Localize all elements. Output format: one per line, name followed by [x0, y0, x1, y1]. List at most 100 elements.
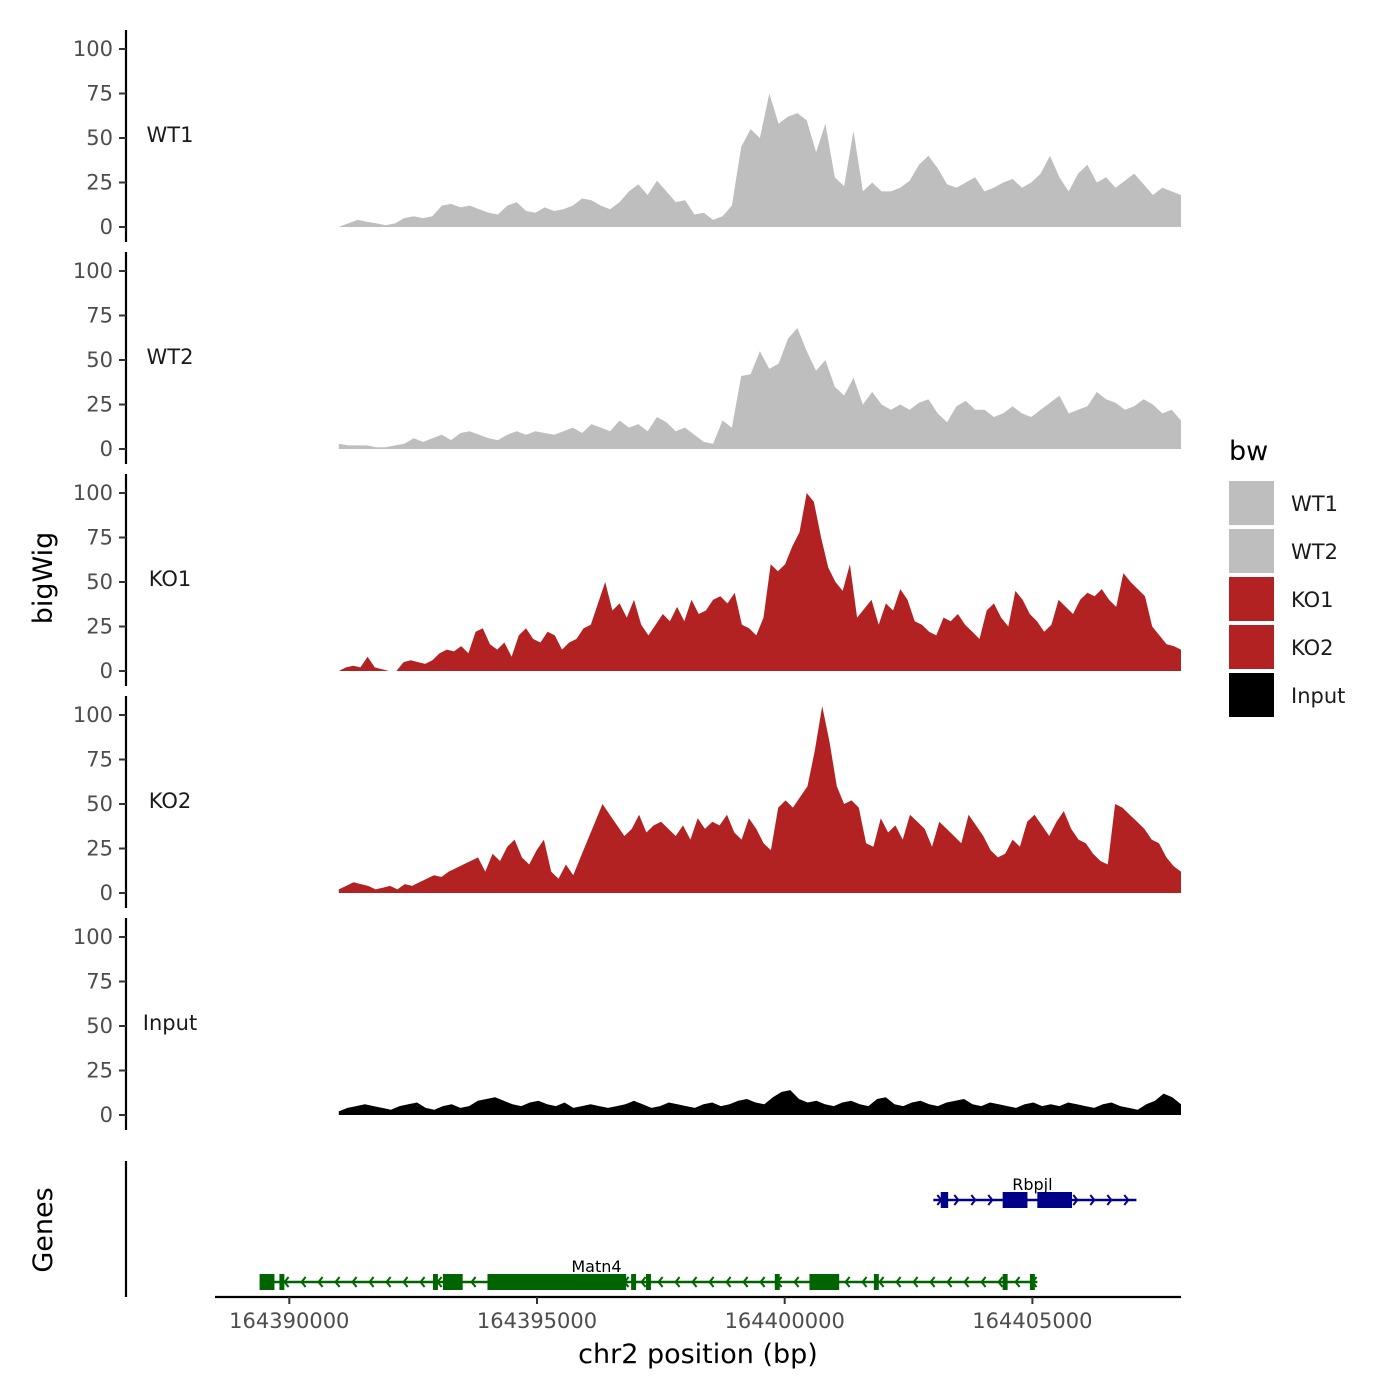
track-ko2: 0 25 50 75 100 KO2	[73, 696, 1181, 908]
y-tick-label: 50	[86, 1014, 113, 1038]
gene-rbpjl: Rbpjl	[933, 1175, 1137, 1208]
exon	[487, 1274, 627, 1290]
y-tick-label: 100	[73, 703, 113, 727]
legend-swatch	[1229, 529, 1274, 573]
area-wt2	[338, 328, 1181, 449]
strand-chevron	[1014, 1276, 1021, 1288]
legend-label: WT1	[1291, 492, 1338, 516]
strand-chevron	[402, 1276, 409, 1288]
area-input	[338, 1090, 1181, 1115]
strand-chevron	[351, 1276, 358, 1288]
track-label: WT1	[147, 123, 194, 147]
exon	[1029, 1274, 1035, 1290]
y-tick-label: 50	[86, 570, 113, 594]
strand-chevron	[283, 1276, 290, 1288]
track-ko1: 0 25 50 75 100 KO1	[73, 474, 1181, 686]
exon	[774, 1274, 780, 1290]
y-tick-label: 75	[86, 526, 113, 550]
track-label: KO2	[149, 789, 192, 813]
exon	[1002, 1192, 1028, 1208]
track-label: WT2	[147, 345, 194, 369]
legend-item-wt1: WT1	[1229, 481, 1338, 525]
x-tick-label: 164390000	[229, 1309, 349, 1333]
area-ko1	[338, 493, 1181, 671]
gene-track: Rbpjl Matn4	[124, 1161, 1137, 1297]
legend-label: KO1	[1291, 588, 1334, 612]
y-tick-label: 100	[73, 481, 113, 505]
strand-chevron	[657, 1276, 664, 1288]
strand-chevron	[317, 1276, 324, 1288]
gene-name: Matn4	[571, 1257, 621, 1276]
strand-chevron	[953, 1194, 960, 1206]
strand-chevron	[300, 1276, 307, 1288]
strand-chevron	[997, 1276, 1004, 1288]
strand-chevron	[861, 1276, 868, 1288]
strand-chevron	[1089, 1194, 1096, 1206]
x-tick-label: 164405000	[972, 1309, 1092, 1333]
y-tick-label: 25	[86, 171, 113, 195]
strand-chevron	[912, 1276, 919, 1288]
legend-label: Input	[1291, 684, 1345, 708]
exon	[631, 1274, 637, 1290]
strand-chevron	[929, 1276, 936, 1288]
track-wt1: 0 25 50 75 100 WT1	[73, 30, 1181, 242]
legend-item-input: Input	[1229, 673, 1345, 717]
track-input: 0 25 50 75 100 Input	[73, 918, 1181, 1130]
track-label: Input	[143, 1011, 197, 1035]
legend-swatch	[1229, 481, 1274, 525]
strand-chevron	[1106, 1194, 1113, 1206]
exon	[1002, 1274, 1008, 1290]
strand-chevron	[793, 1276, 800, 1288]
gene-track-title: Genes	[28, 1187, 59, 1272]
exon	[1037, 1192, 1073, 1208]
bigwig-tracks: 0 25 50 75 100 WT1 0 25 50 75 100 WT2 0 25 50 75 100 KO10…	[73, 30, 1181, 1130]
exon	[940, 1192, 949, 1208]
y-tick-label: 0	[100, 881, 113, 905]
strand-chevron	[691, 1276, 698, 1288]
x-axis-title: chr2 position (bp)	[578, 1339, 818, 1370]
strand-chevron	[334, 1276, 341, 1288]
y-axis-title: bigWig	[28, 532, 59, 625]
strand-chevron	[708, 1276, 715, 1288]
y-tick-label: 25	[86, 1059, 113, 1083]
strand-chevron	[759, 1276, 766, 1288]
strand-chevron	[980, 1276, 987, 1288]
legend-swatch	[1229, 577, 1274, 621]
strand-chevron	[878, 1276, 885, 1288]
exon	[279, 1274, 285, 1290]
strand-chevron	[1072, 1194, 1079, 1206]
strand-chevron	[470, 1276, 477, 1288]
area-ko2	[338, 706, 1181, 893]
strand-chevron	[385, 1276, 392, 1288]
strand-chevron	[987, 1194, 994, 1206]
strand-chevron	[640, 1276, 647, 1288]
gene-name: Rbpjl	[1012, 1175, 1052, 1194]
strand-chevron	[419, 1276, 426, 1288]
y-tick-label: 0	[100, 1103, 113, 1127]
strand-chevron	[742, 1276, 749, 1288]
exon	[809, 1274, 840, 1290]
y-tick-label: 25	[86, 615, 113, 639]
legend-swatch	[1229, 673, 1274, 717]
y-tick-label: 75	[86, 970, 113, 994]
legend-swatch	[1229, 625, 1274, 669]
strand-chevron	[963, 1276, 970, 1288]
y-tick-label: 50	[86, 792, 113, 816]
x-tick-label: 164400000	[725, 1309, 845, 1333]
strand-chevron	[946, 1276, 953, 1288]
y-tick-label: 100	[73, 37, 113, 61]
strand-chevron	[1123, 1194, 1130, 1206]
y-tick-label: 75	[86, 748, 113, 772]
legend-title: bw	[1229, 436, 1268, 467]
exon	[442, 1274, 463, 1290]
track-label: KO1	[149, 567, 192, 591]
strand-chevron	[368, 1276, 375, 1288]
area-wt1	[338, 93, 1181, 227]
x-tick-label: 164395000	[477, 1309, 597, 1333]
y-tick-label: 75	[86, 304, 113, 328]
y-tick-label: 50	[86, 348, 113, 372]
strand-chevron	[674, 1276, 681, 1288]
y-tick-label: 0	[100, 659, 113, 683]
gene-matn4: Matn4	[259, 1257, 1038, 1290]
